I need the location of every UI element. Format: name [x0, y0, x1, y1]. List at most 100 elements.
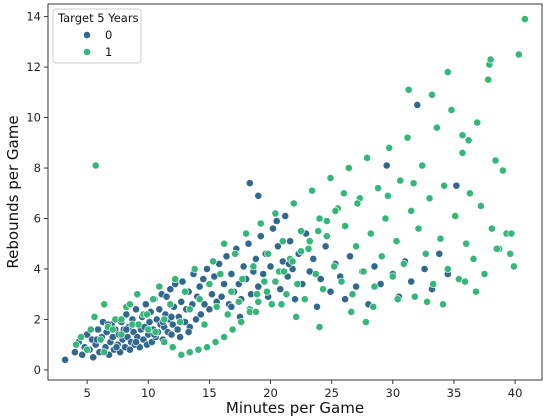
data-point-series-1: [181, 287, 189, 296]
data-point-series-1: [458, 131, 467, 140]
data-point-series-1: [90, 312, 99, 321]
data-point-series-1: [388, 272, 397, 281]
data-point-series-1: [155, 282, 164, 291]
data-point-series-1: [117, 330, 126, 339]
legend-box: [52, 8, 142, 64]
data-point-series-0: [220, 280, 228, 288]
y-axis-label: Rebounds per Game: [4, 115, 22, 268]
data-point-series-1: [203, 343, 211, 352]
data-point-series-1: [363, 153, 371, 162]
data-point-series-1: [237, 318, 246, 326]
data-point-series-1: [125, 300, 134, 309]
x-tick-label: 20: [263, 386, 278, 400]
data-point-series-1: [72, 340, 80, 349]
data-point-series-1: [314, 227, 323, 235]
data-point-series-1: [461, 277, 469, 286]
data-point-series-1: [440, 181, 449, 190]
data-point-series-0: [132, 305, 140, 314]
data-point-series-0: [407, 277, 416, 286]
data-point-series-0: [122, 310, 131, 319]
data-point-series-1: [282, 290, 291, 299]
data-point-series-1: [254, 297, 263, 306]
data-point-series-0: [435, 249, 444, 258]
legend-marker-1: [83, 48, 91, 56]
data-point-series-1: [486, 55, 495, 64]
data-point-series-0: [326, 287, 335, 296]
data-point-series-0: [200, 300, 209, 309]
data-point-series-0: [125, 345, 134, 354]
data-point-series-1: [423, 297, 431, 306]
y-tick-label: 2: [34, 312, 41, 326]
data-point-series-0: [177, 297, 186, 306]
data-point-series-1: [348, 290, 357, 299]
data-point-series-1: [315, 323, 324, 331]
data-point-series-1: [443, 265, 452, 273]
data-point-series-0: [281, 212, 290, 220]
data-point-series-1: [223, 310, 232, 319]
data-point-series-1: [339, 189, 348, 198]
data-point-series-1: [195, 295, 204, 304]
data-point-series-0: [222, 252, 231, 261]
data-point-series-0: [313, 302, 321, 311]
data-point-series-1: [231, 249, 239, 258]
data-point-series-1: [352, 242, 360, 251]
data-point-series-1: [403, 133, 412, 142]
data-point-series-1: [443, 68, 452, 76]
data-point-series-1: [392, 237, 401, 246]
data-point-series-1: [297, 247, 305, 256]
data-point-series-0: [341, 295, 349, 304]
data-point-series-1: [311, 270, 320, 278]
data-point-series-0: [155, 305, 164, 314]
data-point-series-0: [413, 101, 422, 109]
data-point-series-1: [393, 295, 402, 304]
data-point-series-1: [133, 290, 142, 299]
data-point-series-1: [100, 300, 109, 309]
data-point-series-1: [521, 15, 529, 23]
data-point-series-1: [305, 237, 314, 246]
data-points: [61, 15, 529, 364]
data-point-series-1: [253, 290, 261, 299]
data-point-series-1: [421, 249, 430, 258]
data-point-series-1: [220, 333, 228, 341]
data-point-series-1: [359, 267, 368, 276]
data-point-series-1: [300, 295, 309, 304]
data-point-series-1: [473, 118, 482, 127]
data-point-series-1: [326, 174, 335, 182]
data-point-series-1: [366, 229, 375, 238]
data-point-series-1: [353, 199, 362, 208]
data-point-series-1: [464, 136, 473, 145]
data-point-series-0: [254, 282, 263, 291]
data-point-series-1: [492, 244, 501, 253]
data-point-series-1: [262, 287, 271, 296]
data-point-series-1: [228, 325, 237, 334]
data-point-series-1: [377, 252, 386, 261]
data-point-series-1: [462, 239, 471, 248]
data-point-series-1: [100, 348, 109, 357]
data-point-series-1: [404, 85, 413, 94]
data-point-series-1: [385, 143, 394, 152]
data-point-series-1: [108, 325, 117, 334]
data-point-series-0: [145, 318, 154, 326]
data-point-series-1: [476, 201, 485, 210]
data-point-series-1: [83, 345, 91, 354]
x-tick-label: 10: [141, 386, 156, 400]
data-point-series-0: [167, 330, 176, 339]
data-point-series-1: [469, 254, 478, 263]
data-point-series-0: [239, 262, 248, 271]
data-point-series-0: [195, 282, 204, 291]
data-point-series-0: [112, 343, 121, 352]
data-point-series-0: [203, 265, 211, 273]
legend-label-1: 1: [105, 45, 112, 59]
data-point-series-1: [374, 184, 382, 193]
data-point-series-1: [428, 90, 436, 99]
y-tick-label: 10: [26, 111, 41, 125]
data-point-series-1: [205, 280, 214, 288]
data-point-series-1: [280, 267, 288, 276]
data-point-series-1: [194, 345, 203, 354]
x-tick-label: 15: [202, 386, 217, 400]
data-point-series-1: [177, 350, 186, 359]
data-point-series-1: [425, 194, 434, 203]
data-point-series-0: [420, 265, 429, 273]
data-point-series-0: [291, 295, 299, 304]
